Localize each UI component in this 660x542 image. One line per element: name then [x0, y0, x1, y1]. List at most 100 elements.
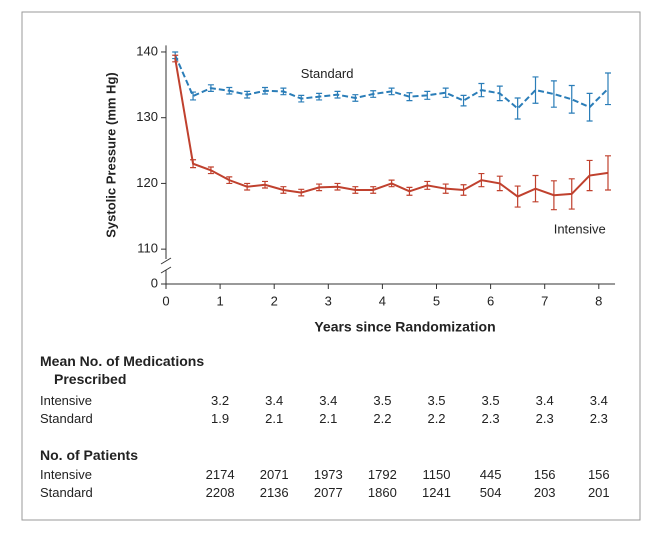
error-bar — [334, 90, 341, 99]
error-bar — [298, 188, 305, 197]
table-cell: 1973 — [313, 467, 343, 482]
error-bar — [244, 182, 251, 191]
error-bar — [460, 184, 467, 196]
error-bar — [442, 87, 449, 98]
error-bar — [207, 84, 214, 93]
error-bar — [478, 172, 485, 188]
table-cell: 1860 — [367, 485, 397, 500]
table-cell: 2.2 — [427, 411, 446, 426]
table-cell: 156 — [587, 467, 610, 482]
table-cell: 3.4 — [589, 393, 608, 408]
error-bar — [190, 159, 197, 169]
error-bar — [370, 186, 377, 194]
table-cell: 2208 — [205, 485, 235, 500]
error-bar — [568, 178, 575, 210]
error-bar — [352, 94, 359, 102]
table-cell: 3.4 — [265, 393, 284, 408]
table-cell: 2.1 — [319, 411, 338, 426]
error-bar — [478, 82, 485, 98]
y-tick-label: 140 — [136, 43, 158, 58]
frame — [21, 11, 641, 521]
x-tick-label: 7 — [541, 293, 548, 308]
error-bar — [550, 80, 557, 108]
error-bar — [532, 76, 539, 104]
error-bar — [334, 182, 341, 191]
x-tick-label: 1 — [216, 293, 223, 308]
table-cell: 3.2 — [211, 393, 230, 408]
error-bar — [352, 186, 359, 194]
error-bar — [604, 155, 611, 191]
error-bar — [460, 94, 467, 107]
series-line — [174, 54, 609, 110]
table-cell: 3.5 — [481, 393, 500, 408]
y-tick-label: 0 — [151, 275, 158, 290]
y-tick-label: 120 — [136, 175, 158, 190]
error-bar — [172, 54, 179, 63]
table-title: No. of Patients — [40, 447, 139, 463]
table-cell: 2.3 — [589, 411, 608, 426]
error-bar — [316, 183, 323, 192]
table-cell: 2.3 — [535, 411, 554, 426]
error-bar — [514, 97, 521, 120]
x-tick-label: 2 — [271, 293, 278, 308]
table-cell: 2174 — [205, 467, 235, 482]
y-tick-label: 110 — [137, 241, 158, 256]
error-bar — [406, 186, 413, 196]
axis-break — [160, 266, 172, 274]
x-tick-label: 5 — [433, 293, 440, 308]
table-cell: 3.5 — [427, 393, 446, 408]
table-cell: 2.1 — [265, 411, 284, 426]
table-cell: 203 — [533, 485, 556, 500]
table-cell: 2136 — [259, 485, 289, 500]
x-tick-label: 6 — [487, 293, 494, 308]
error-bar — [586, 159, 593, 192]
error-bar — [388, 87, 395, 96]
table-cell: 2.3 — [481, 411, 500, 426]
table-cell: 3.4 — [535, 393, 554, 408]
error-bar — [280, 186, 287, 194]
table-title: Mean No. of Medications Prescribed — [40, 353, 205, 387]
error-bar — [550, 180, 557, 211]
table-cell: 1150 — [422, 467, 451, 482]
table-cell: 1.9 — [211, 411, 230, 426]
table-cell: 1241 — [422, 485, 451, 500]
error-bar — [604, 72, 611, 106]
y-tick-label: 130 — [136, 109, 158, 124]
y-axis-label: Systolic Pressure (mm Hg) — [103, 72, 118, 237]
row-label: Intensive — [40, 393, 93, 408]
error-bar — [532, 174, 539, 203]
error-bar — [388, 179, 395, 188]
table-cell: 3.5 — [373, 393, 392, 408]
error-bar — [262, 86, 269, 95]
series-line — [174, 58, 609, 198]
row-label: Intensive — [40, 467, 93, 482]
error-bar — [424, 90, 431, 100]
x-tick-label: 8 — [595, 293, 602, 308]
error-bar — [568, 84, 575, 114]
row-label: Standard — [40, 485, 93, 500]
error-bar — [424, 180, 431, 190]
x-tick-label: 3 — [325, 293, 332, 308]
table-cell: 504 — [479, 485, 502, 500]
table-cell: 2.2 — [373, 411, 392, 426]
table-cell: 2077 — [313, 485, 343, 500]
series-label: Standard — [301, 66, 354, 81]
table-cell: 1792 — [367, 467, 397, 482]
error-bar — [190, 91, 197, 101]
error-bar — [370, 90, 377, 98]
table-cell: 2071 — [259, 467, 289, 482]
error-bar — [514, 185, 521, 208]
error-bar — [262, 180, 269, 189]
error-bar — [406, 92, 413, 102]
error-bar — [496, 175, 503, 192]
table-cell: 445 — [479, 467, 502, 482]
x-tick-label: 0 — [162, 293, 169, 308]
error-bar — [280, 87, 287, 96]
error-bar — [298, 94, 305, 103]
series-label: Intensive — [554, 221, 606, 236]
error-bar — [442, 183, 449, 194]
row-label: Standard — [40, 411, 93, 426]
table-cell: 3.4 — [319, 393, 338, 408]
